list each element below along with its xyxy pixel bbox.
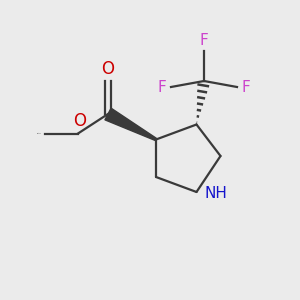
Text: O: O <box>73 112 86 130</box>
Text: F: F <box>200 33 208 48</box>
Polygon shape <box>105 108 157 141</box>
Text: methyl: methyl <box>37 133 42 134</box>
Text: F: F <box>242 80 250 94</box>
Text: NH: NH <box>204 186 227 201</box>
Text: F: F <box>158 80 167 94</box>
Text: O: O <box>101 60 115 78</box>
